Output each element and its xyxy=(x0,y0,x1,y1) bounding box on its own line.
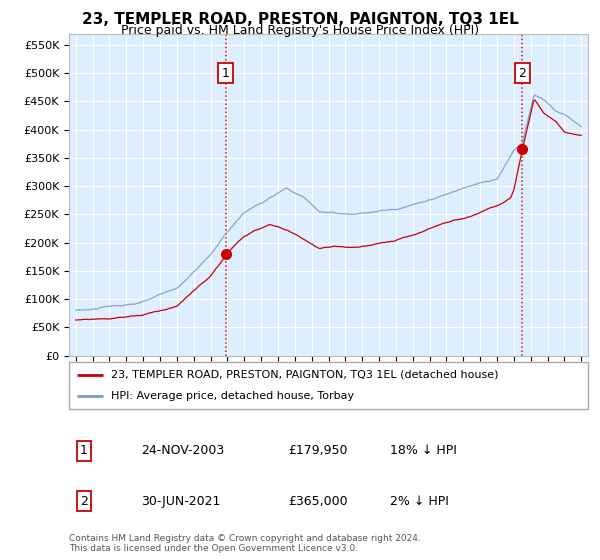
Text: 24-NOV-2003: 24-NOV-2003 xyxy=(141,444,224,458)
Text: 23, TEMPLER ROAD, PRESTON, PAIGNTON, TQ3 1EL (detached house): 23, TEMPLER ROAD, PRESTON, PAIGNTON, TQ3… xyxy=(110,370,498,380)
Text: Contains HM Land Registry data © Crown copyright and database right 2024.
This d: Contains HM Land Registry data © Crown c… xyxy=(69,534,421,553)
Text: 1: 1 xyxy=(222,67,230,80)
Text: 2: 2 xyxy=(80,494,88,508)
Text: Price paid vs. HM Land Registry's House Price Index (HPI): Price paid vs. HM Land Registry's House … xyxy=(121,24,479,36)
Text: 18% ↓ HPI: 18% ↓ HPI xyxy=(390,444,457,458)
Text: 23, TEMPLER ROAD, PRESTON, PAIGNTON, TQ3 1EL: 23, TEMPLER ROAD, PRESTON, PAIGNTON, TQ3… xyxy=(82,12,518,27)
Text: 2% ↓ HPI: 2% ↓ HPI xyxy=(390,494,449,508)
Text: 1: 1 xyxy=(80,444,88,458)
FancyBboxPatch shape xyxy=(69,362,588,409)
Text: £179,950: £179,950 xyxy=(288,444,347,458)
Text: 30-JUN-2021: 30-JUN-2021 xyxy=(141,494,220,508)
Text: £365,000: £365,000 xyxy=(288,494,347,508)
Text: HPI: Average price, detached house, Torbay: HPI: Average price, detached house, Torb… xyxy=(110,391,353,402)
Text: 2: 2 xyxy=(518,67,526,80)
